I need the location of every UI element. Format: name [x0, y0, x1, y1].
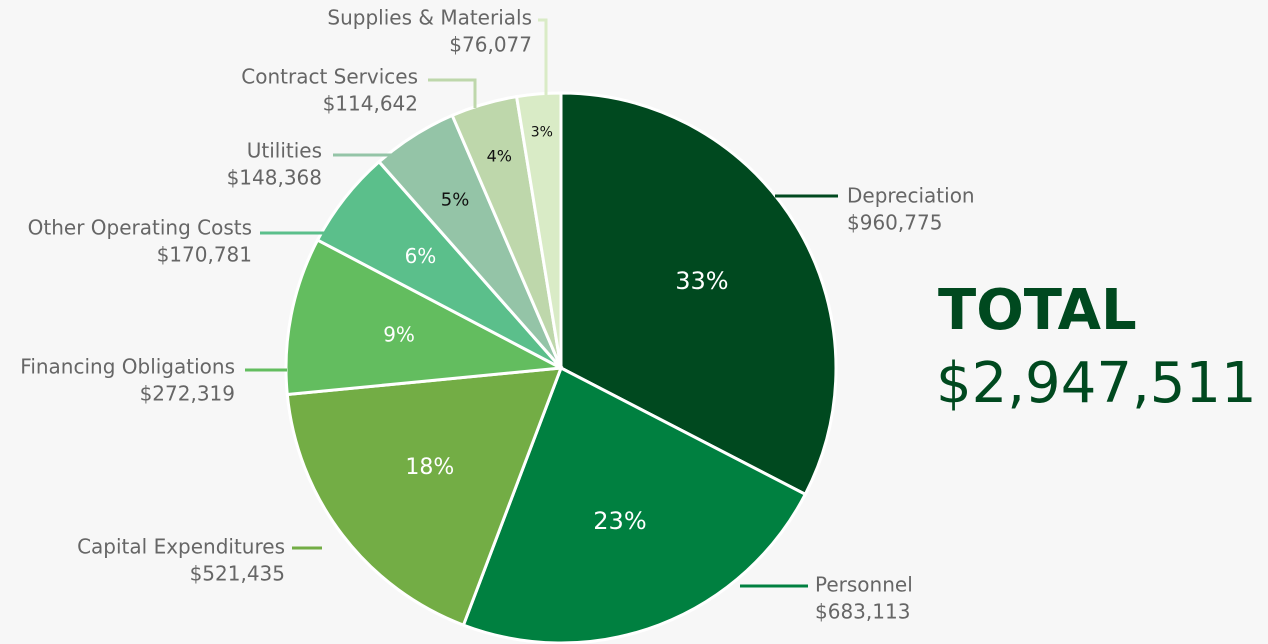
pie-slice	[514, 91, 563, 369]
category-label: Utilities	[247, 139, 322, 163]
value-label: $683,113	[815, 600, 910, 624]
percent-label: 23%	[593, 507, 646, 535]
value-label: $148,368	[227, 166, 322, 190]
percent-label: 5%	[441, 190, 470, 211]
percent-label: 6%	[405, 244, 437, 268]
value-label: $114,642	[323, 92, 418, 116]
leader-line	[428, 78, 477, 108]
category-label: Depreciation	[847, 184, 975, 208]
category-label: Personnel	[815, 573, 913, 597]
percent-label: 18%	[405, 455, 454, 480]
leader-line	[538, 18, 548, 95]
category-label: Other Operating Costs	[28, 216, 252, 240]
category-label: Financing Obligations	[20, 355, 235, 379]
total-title: TOTAL	[938, 278, 1137, 343]
category-label: Capital Expenditures	[77, 535, 285, 559]
percent-label: 3%	[531, 124, 553, 140]
value-label: $521,435	[190, 562, 285, 586]
category-label: Contract Services	[241, 65, 418, 89]
pie-slice	[559, 91, 838, 497]
value-label: $170,781	[157, 243, 252, 267]
pie-slice	[285, 366, 564, 628]
value-label: $76,077	[449, 33, 532, 57]
pie-slice	[284, 238, 567, 397]
value-label: $960,775	[847, 211, 942, 235]
total-value: $2,947,511	[936, 351, 1257, 416]
percent-label: 33%	[675, 267, 728, 295]
percent-label: 9%	[383, 323, 415, 347]
percent-label: 4%	[487, 146, 512, 165]
category-label: Supplies & Materials	[327, 6, 532, 30]
pie-slice	[461, 365, 808, 644]
value-label: $272,319	[140, 382, 235, 406]
